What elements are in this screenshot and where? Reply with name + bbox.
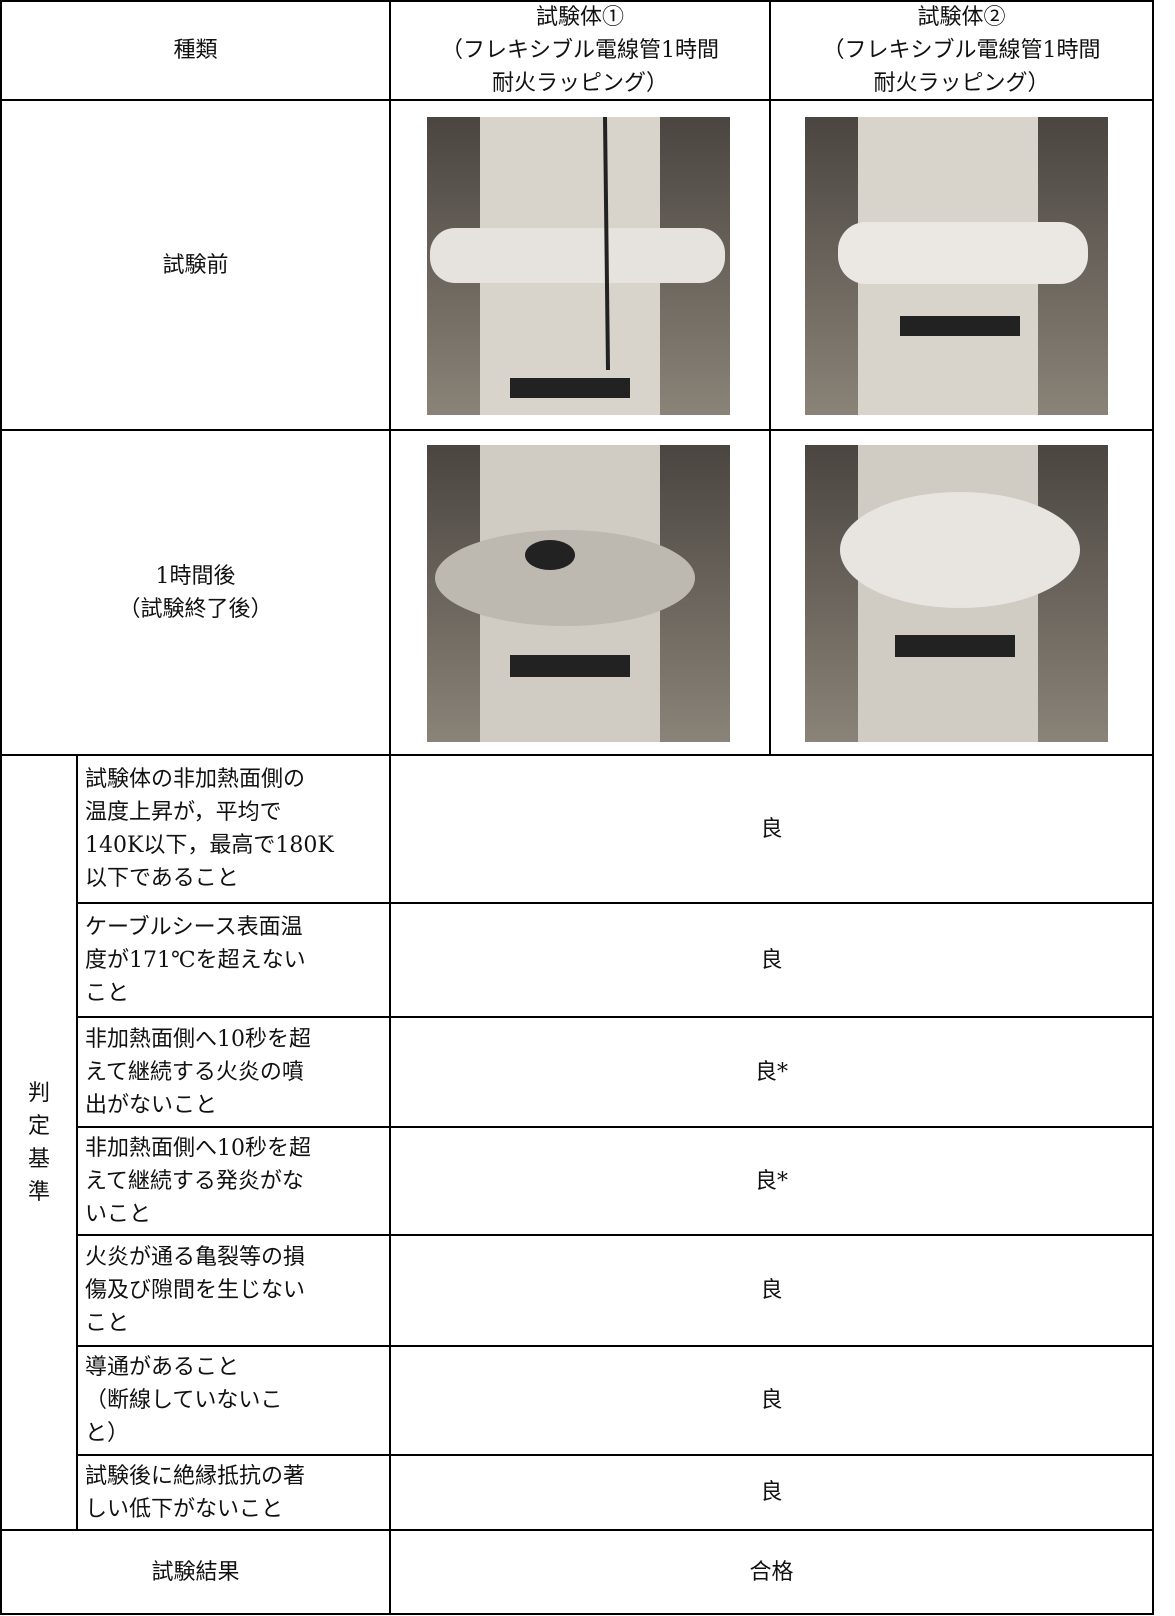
text-line: えて継続する発炎がな [85,1168,304,1194]
text-line: 基 [27,1146,50,1172]
text-line: 導通があること [85,1355,240,1380]
header-label: 種類 [1,1,390,100]
criterion-result: 良 [390,903,1153,1017]
text-line: 非加熱面側へ10秒を超 [85,1026,311,1052]
text-line: 1時間後 [155,563,236,589]
criterion-text: ケーブルシース表面温 度が171℃を超えない こと [77,903,390,1017]
criterion-result: 良* [390,1017,1153,1127]
text-line: 試験前 [162,252,229,278]
text-line: 合格 [749,1560,794,1585]
text-line: 火炎が通る亀裂等の損 [85,1245,306,1270]
text-line: しい低下がないこと [85,1496,284,1522]
text-line: 試験後に絶縁抵抗の著 [85,1463,306,1489]
text-line: 良 [760,1278,783,1303]
summary-result: 合格 [390,1530,1153,1615]
text-line: 度が171℃を超えない [85,947,306,973]
summary-label: 試験結果 [1,1530,390,1615]
text-line: いこと [85,1201,152,1227]
photo-before-2 [805,117,1108,415]
criterion-text: 試験体の非加熱面側の 温度上昇が，平均で 140K以下，最高で180K 以下であること [77,755,390,903]
text-line: ケーブルシース表面温 [85,914,303,940]
header-specimen: 試験体① （フレキシブル電線管1時間 耐火ラッピング） [390,1,770,100]
criterion-text: 導通があること （断線していないこ と） [77,1346,390,1455]
text-line: 良 [760,1480,783,1505]
row-label: 試験前 [1,100,390,430]
text-line: （フレキシブル電線管1時間 [822,38,1101,63]
text-line: 140K以下，最高で180K [85,833,334,858]
text-line: えて継続する火炎の噴 [85,1059,304,1085]
text-line: （断線していないこ [85,1388,283,1413]
text-line: こと [85,1311,130,1336]
criterion-result: 良 [390,1455,1153,1530]
text-line: 良 [760,1388,783,1413]
criterion-result: 良 [390,1235,1153,1346]
header-specimen: 試験体② （フレキシブル電線管1時間 耐火ラッピング） [770,1,1153,100]
text-line: 良 [760,947,783,973]
criterion-result: 良 [390,1346,1153,1455]
text-line: 定 [27,1113,50,1139]
text-line: 試験体① [535,5,624,30]
photo-after-1 [427,445,730,742]
text-line: 耐火ラッピング） [873,71,1050,96]
photo-after-2 [805,445,1108,742]
criterion-text: 試験後に絶縁抵抗の著 しい低下がないこと [77,1455,390,1530]
text-line: 試験体② [917,5,1006,30]
text-line: （フレキシブル電線管1時間 [441,38,719,63]
text-line: 準 [27,1179,50,1205]
text-line: 種類 [173,38,218,63]
text-line: 耐火ラッピング） [491,71,668,96]
criterion-text: 非加熱面側へ10秒を超 えて継続する火炎の噴 出がないこと [77,1017,390,1127]
text-line: と） [85,1421,130,1446]
text-line: 試験結果 [151,1560,240,1585]
text-line: 良* [754,1059,788,1085]
criterion-text: 非加熱面側へ10秒を超 えて継続する発炎がな いこと [77,1127,390,1235]
criterion-result: 良 [390,755,1153,903]
text-line: 試験体の非加熱面側の [85,767,306,792]
criterion-result: 良* [390,1127,1153,1235]
row-label: 1時間後 （試験終了後） [1,430,390,755]
text-line: 出がないこと [85,1092,218,1118]
photo-before-1 [427,116,730,415]
text-line: 判 [27,1080,50,1106]
text-line: 良* [754,1168,788,1194]
text-line: 良 [760,816,783,842]
text-line: こと [85,980,130,1006]
text-line: 非加熱面側へ10秒を超 [85,1135,311,1161]
criterion-text: 火炎が通る亀裂等の損 傷及び隙間を生じない こと [77,1235,390,1346]
text-line: （試験終了後） [118,596,273,622]
text-line: 温度上昇が，平均で [85,800,282,825]
text-line: 傷及び隙間を生じない [85,1278,306,1303]
criteria-label: 判定基準 [1,755,77,1530]
text-line: 以下であること [85,866,239,891]
